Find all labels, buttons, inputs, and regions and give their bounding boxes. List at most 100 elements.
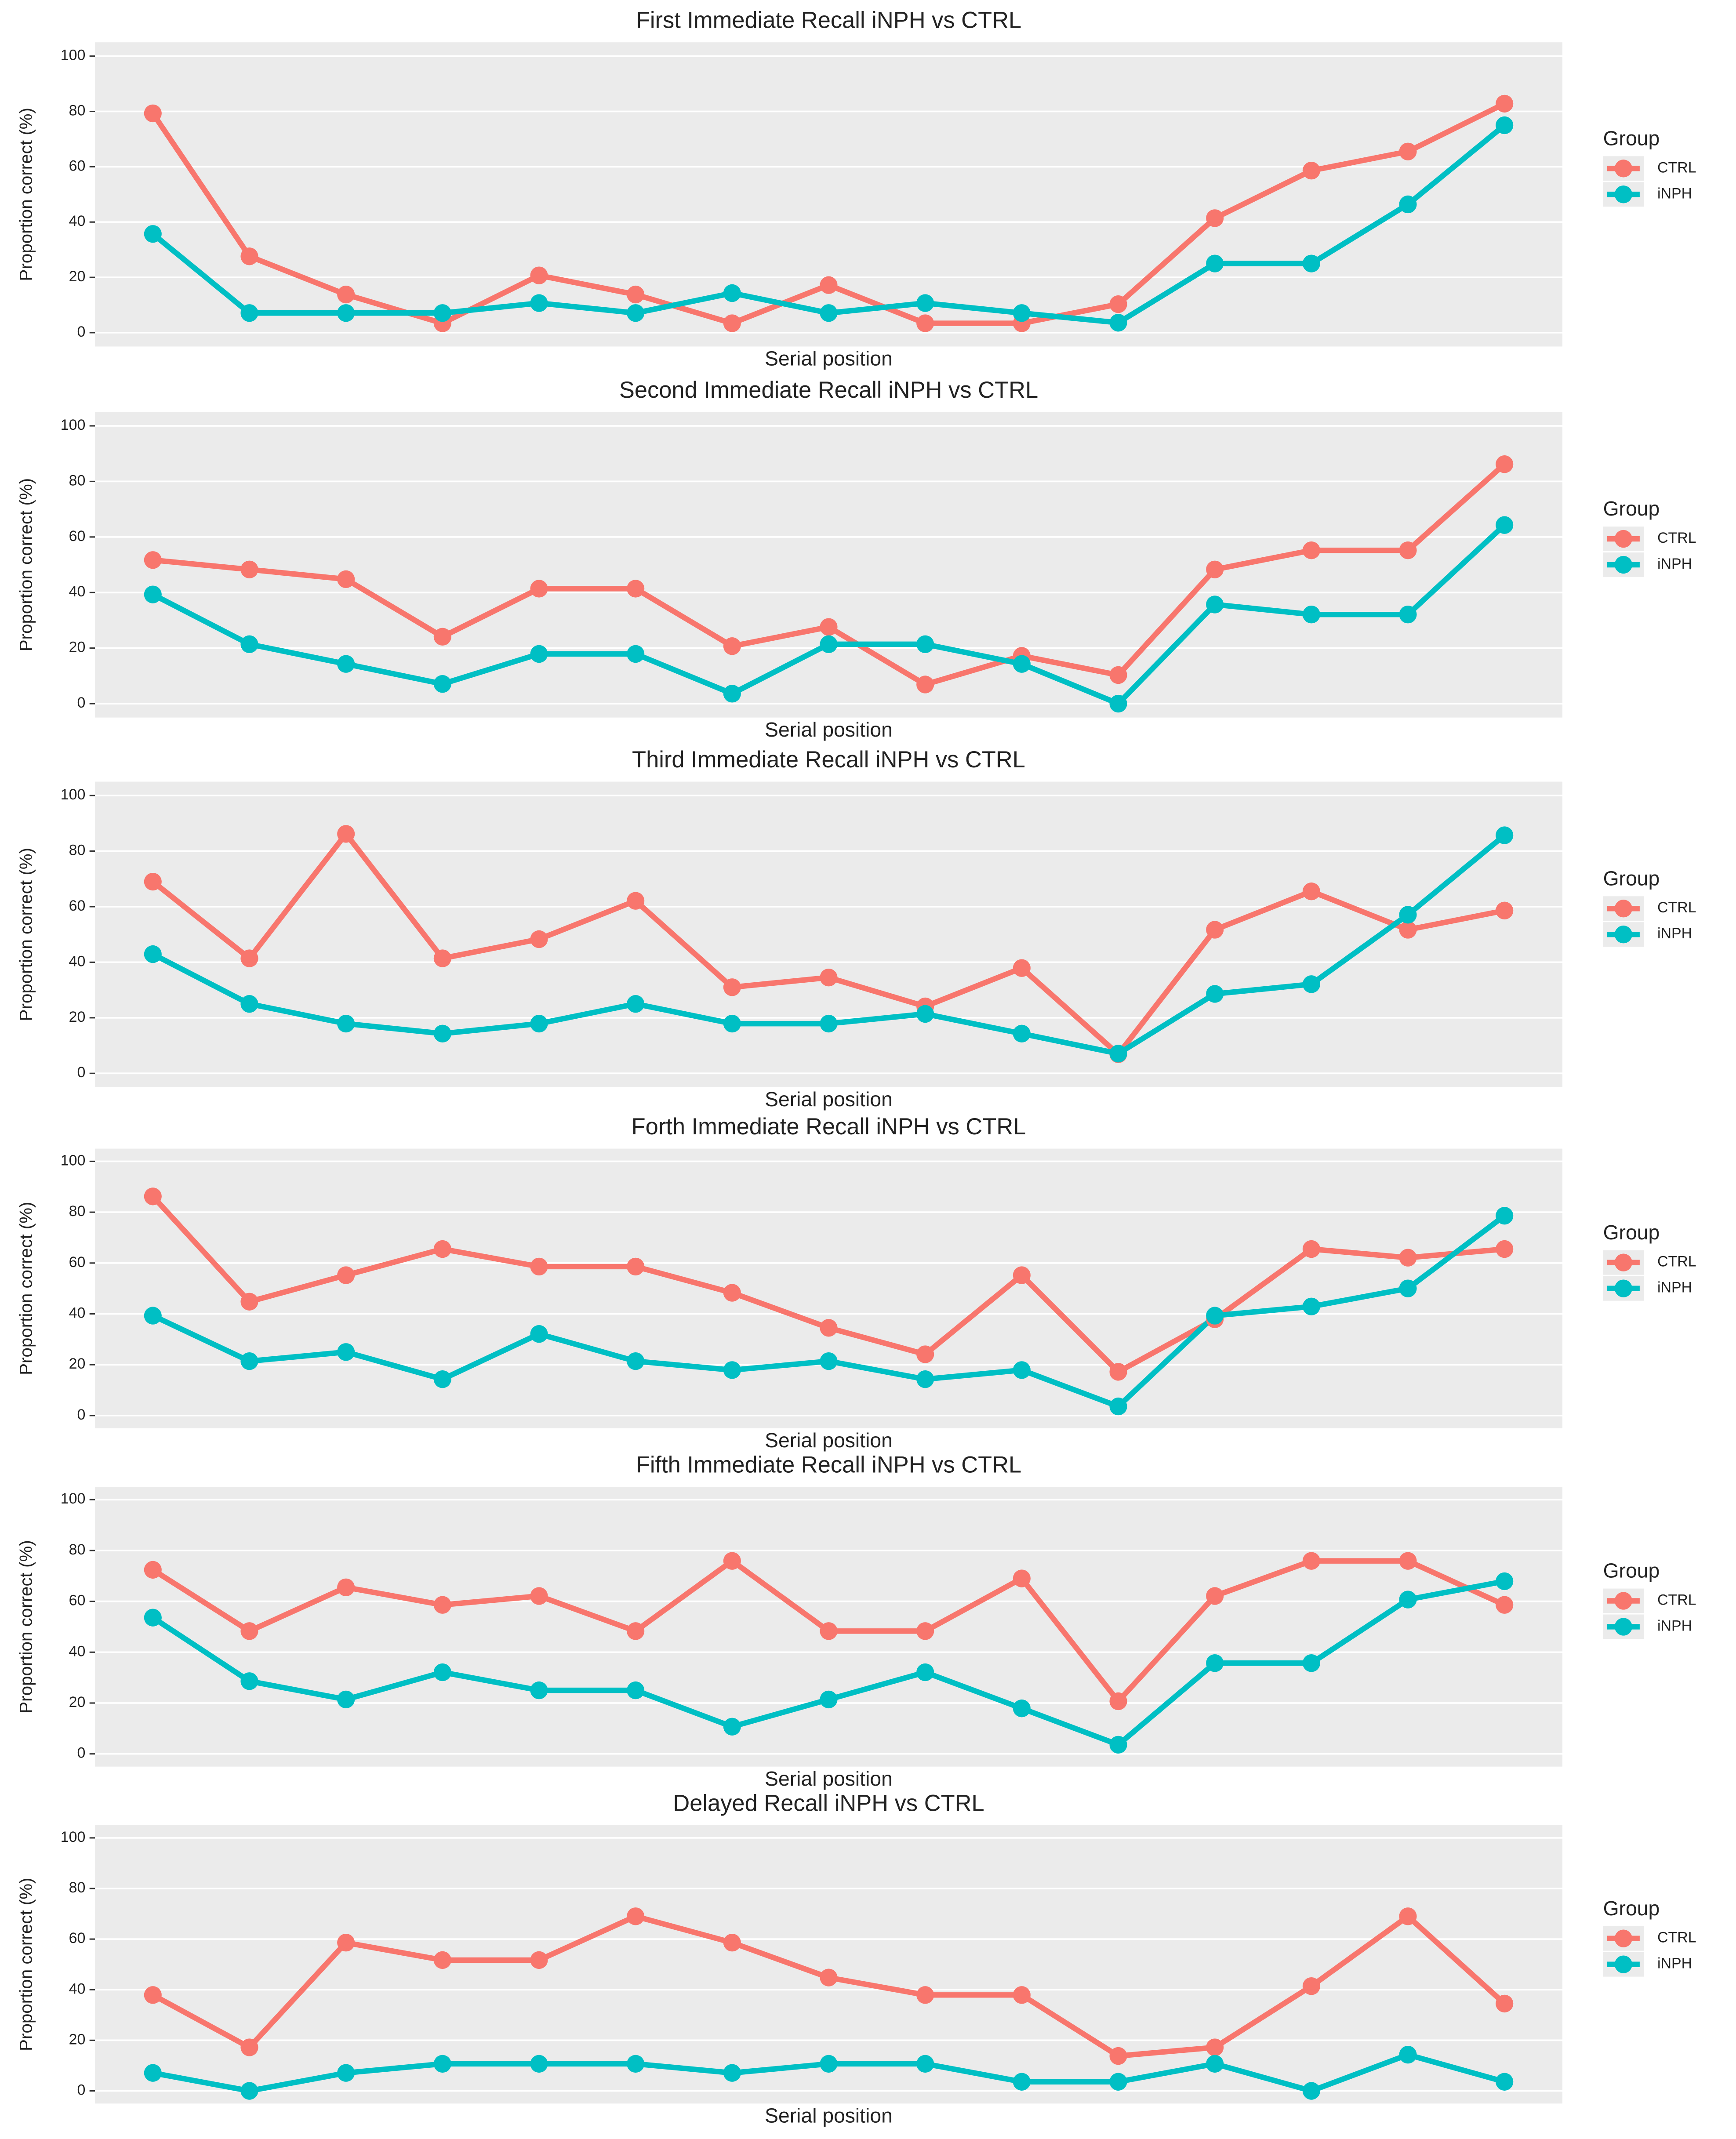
data-point [433, 1240, 451, 1258]
data-point [723, 1552, 741, 1570]
legend-label: iNPH [1657, 556, 1692, 572]
data-point [1302, 1240, 1320, 1258]
data-point [1496, 1240, 1514, 1258]
data-point [530, 266, 548, 284]
y-tick-label: 20 [69, 1009, 86, 1025]
data-point [1302, 1977, 1320, 1995]
data-point [530, 294, 548, 312]
y-tick-label: 40 [69, 1304, 86, 1321]
data-point [240, 635, 258, 653]
y-tick-label: 100 [61, 417, 86, 433]
legend-key-point [1614, 900, 1632, 918]
data-point [627, 645, 645, 663]
data-point [1206, 254, 1224, 272]
data-point [1496, 116, 1514, 134]
data-point [144, 225, 162, 243]
data-point [530, 645, 548, 663]
y-tick-label: 100 [61, 786, 86, 803]
legend-key-point [1614, 1592, 1632, 1610]
data-point [433, 1596, 451, 1614]
legend-key-point [1614, 1618, 1632, 1636]
data-point [1013, 1361, 1031, 1379]
data-point [530, 2055, 548, 2073]
data-point [1496, 901, 1514, 920]
data-point [337, 570, 355, 588]
legend-title: Group [1603, 867, 1660, 890]
data-point [1206, 2055, 1224, 2073]
data-point [433, 1951, 451, 1969]
data-point [820, 635, 838, 653]
y-tick-label: 80 [69, 472, 86, 489]
y-tick-label: 100 [61, 47, 86, 64]
x-axis-label: Serial position [765, 2104, 893, 2127]
data-point [433, 949, 451, 967]
data-point [144, 872, 162, 891]
data-point [1399, 2046, 1417, 2064]
data-point [916, 1370, 934, 1388]
data-point [820, 1622, 838, 1640]
data-point [820, 1014, 838, 1033]
y-tick-label: 40 [69, 213, 86, 229]
data-point [1206, 1307, 1224, 1325]
data-point [337, 655, 355, 673]
data-point [723, 2064, 741, 2082]
data-point [627, 1352, 645, 1370]
data-point [1013, 2073, 1031, 2091]
data-point [1496, 826, 1514, 844]
data-point [820, 2055, 838, 2073]
data-point [337, 1578, 355, 1596]
chart-title: Second Immediate Recall iNPH vs CTRL [619, 377, 1038, 403]
data-point [240, 247, 258, 265]
y-tick-label: 80 [69, 1879, 86, 1896]
legend-key-point [1614, 160, 1632, 178]
data-point [144, 2064, 162, 2082]
y-tick-label: 40 [69, 583, 86, 600]
y-tick-label: 0 [77, 1745, 86, 1761]
data-point [916, 314, 934, 332]
data-point [627, 580, 645, 598]
y-tick-label: 0 [77, 1064, 86, 1081]
data-point [627, 995, 645, 1013]
y-tick-label: 60 [69, 528, 86, 545]
data-point [1399, 1279, 1417, 1297]
y-tick-label: 100 [61, 1490, 86, 1507]
data-point [1496, 1572, 1514, 1591]
data-point [723, 1718, 741, 1736]
data-point [433, 1663, 451, 1681]
chart-title: Forth Immediate Recall iNPH vs CTRL [632, 1114, 1026, 1140]
data-point [144, 585, 162, 603]
data-point [1399, 1552, 1417, 1570]
y-tick-label: 80 [69, 842, 86, 859]
data-point [820, 1968, 838, 1986]
data-point [1302, 254, 1320, 272]
data-point [240, 1622, 258, 1640]
data-point [1109, 1045, 1127, 1063]
y-axis-label: Proportion correct (%) [16, 848, 36, 1021]
data-point [1206, 2038, 1224, 2056]
x-axis-label: Serial position [765, 347, 893, 370]
data-point [240, 2082, 258, 2100]
legend-key-point [1614, 926, 1632, 944]
data-point [1206, 596, 1224, 614]
data-point [723, 1014, 741, 1033]
data-point [1013, 655, 1031, 673]
y-axis-label: Proportion correct (%) [16, 478, 36, 652]
data-point [433, 1024, 451, 1043]
y-axis-label: Proportion correct (%) [16, 108, 36, 281]
data-point [1013, 1986, 1031, 2004]
data-point [723, 284, 741, 302]
x-axis-label: Serial position [765, 1088, 893, 1111]
data-point [723, 637, 741, 655]
data-point [627, 1622, 645, 1640]
data-point [1206, 1654, 1224, 1672]
data-point [916, 1663, 934, 1681]
data-point [1399, 906, 1417, 924]
y-axis-label: Proportion correct (%) [16, 1202, 36, 1375]
data-point [1496, 455, 1514, 473]
data-point [723, 1284, 741, 1302]
data-point [820, 276, 838, 294]
legend-title: Group [1603, 1897, 1660, 1920]
data-point [1013, 304, 1031, 322]
data-point [916, 635, 934, 653]
